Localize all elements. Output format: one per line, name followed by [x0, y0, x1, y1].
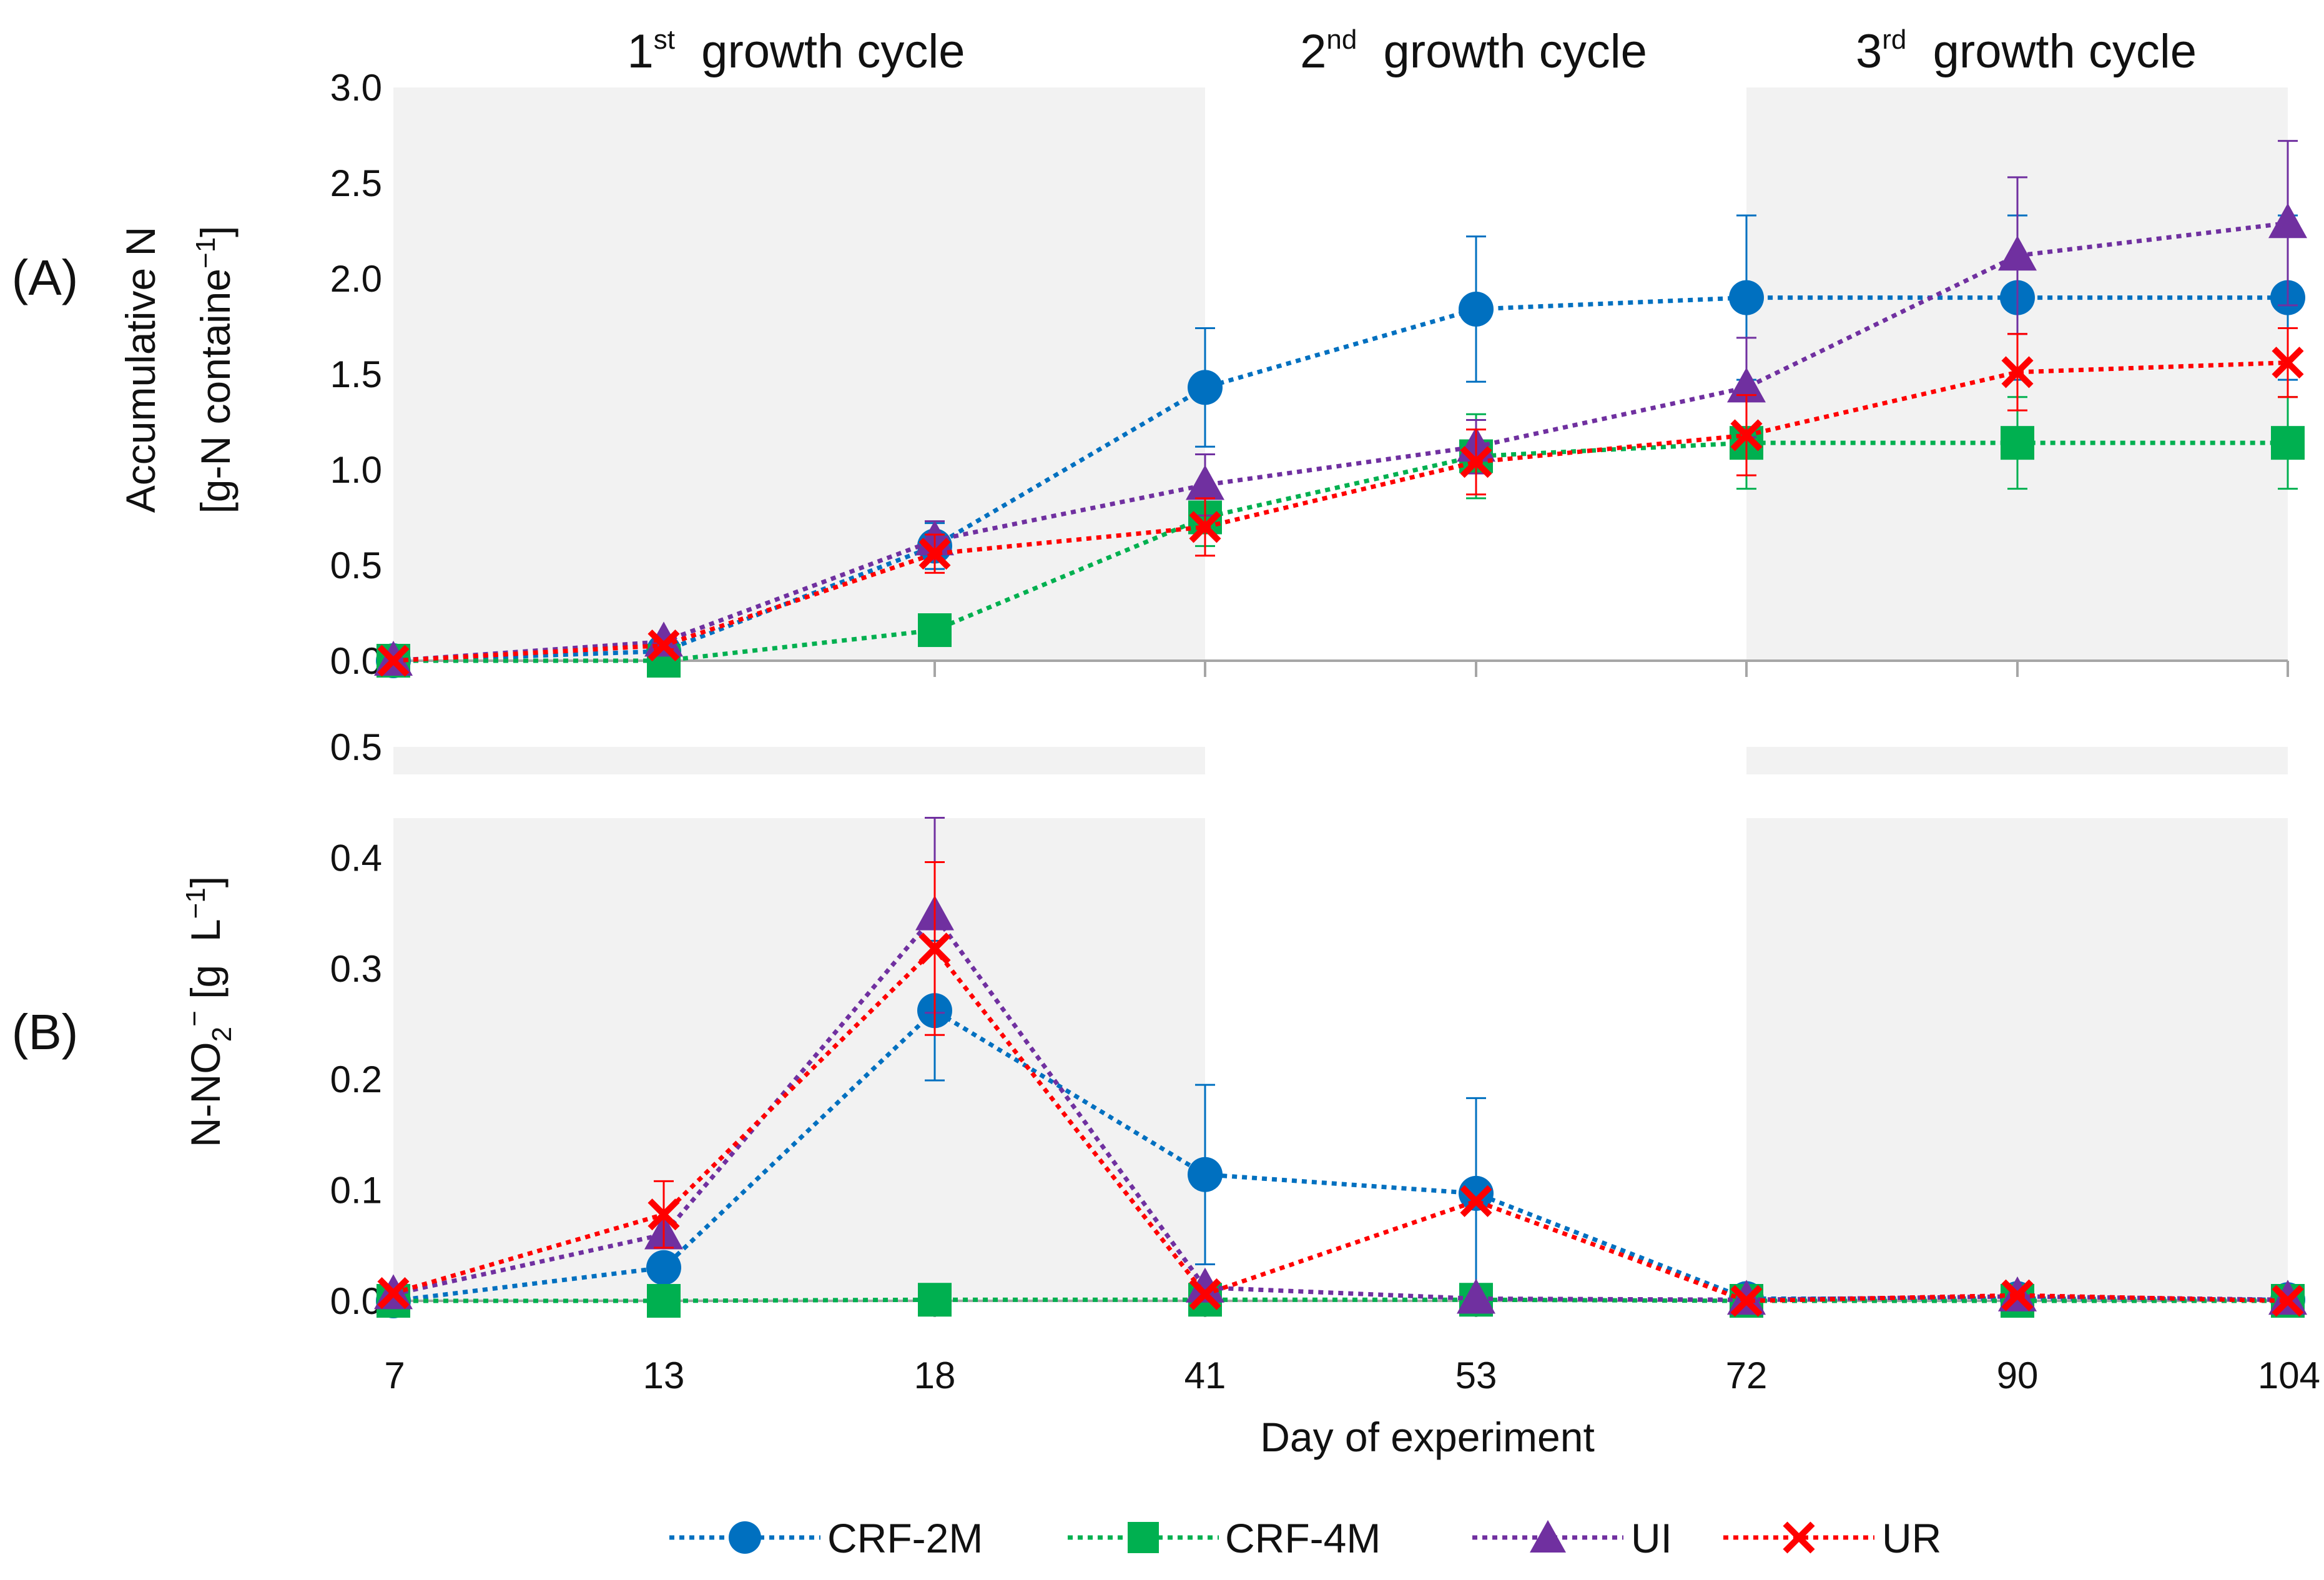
data-point-cross — [647, 629, 680, 662]
data-point-square — [2001, 426, 2034, 460]
data-point-cross — [377, 1277, 410, 1310]
x-tick-label: 53 — [1455, 1355, 1497, 1396]
data-point-cross — [2272, 347, 2304, 379]
y-tick-label-a: 0.0 — [330, 640, 382, 682]
legend-label-ur: UR — [1882, 1515, 1941, 1561]
y-tick-label-b: 0.3 — [330, 948, 382, 990]
y-tick-label-b: 0.1 — [330, 1170, 382, 1212]
data-point-circle — [1459, 291, 1494, 327]
data-point-circle — [1188, 1157, 1223, 1192]
series-ur-a — [377, 327, 2304, 677]
legend: CRF-2M CRF-4M UI UR — [669, 1515, 1941, 1561]
x-tick-label: 13 — [643, 1355, 685, 1396]
series-line — [393, 295, 2288, 663]
y-axis-title-b: N-NO2− [g L−1] — [179, 876, 237, 1147]
legend-label-crf-2m: CRF-2M — [827, 1515, 983, 1561]
x-tick-label: 90 — [1997, 1355, 2039, 1396]
data-point-triangle — [1457, 1278, 1495, 1314]
data-point-circle — [1729, 280, 1764, 315]
legend-marker-cross — [1783, 1521, 1815, 1554]
legend-label-ui: UI — [1631, 1515, 1672, 1561]
tick-labels: 0.0 0.5 1.0 1.5 2.0 2.5 3.0 0.0 0.1 0.2 0.3 0.4 0.5 7… — [330, 67, 2320, 1396]
legend-marker-circle — [729, 1521, 761, 1554]
y-tick-label-b: 0.2 — [330, 1059, 382, 1100]
series-line — [393, 440, 2288, 663]
data-point-triangle — [1727, 367, 1766, 403]
cycle-1-label: 1st growth cycle — [627, 24, 965, 78]
data-point-triangle — [2268, 203, 2307, 239]
y-tick-label-b: 0.4 — [330, 837, 382, 879]
panel-a-label: (A) — [12, 250, 79, 305]
data-point-triangle — [1186, 1267, 1224, 1303]
series-line — [393, 220, 2288, 663]
series-line — [393, 1297, 2288, 1303]
series-line — [393, 360, 2288, 663]
data-point-cross — [1730, 1285, 1763, 1317]
x-axis-title: Day of experiment — [1260, 1414, 1595, 1460]
data-point-cross — [1189, 1278, 1221, 1310]
data-point-square — [918, 1283, 952, 1317]
data-point-cross — [2272, 1285, 2304, 1317]
data-point-circle — [1188, 370, 1223, 405]
legend-marker-square — [1128, 1522, 1159, 1553]
series-ur-b — [377, 861, 2304, 1317]
legend-marker-triangle — [1530, 1520, 1566, 1553]
legend-label-crf-4m: CRF-4M — [1225, 1515, 1381, 1561]
data-point-square — [2271, 426, 2305, 460]
shade-b-cycle-3 — [1746, 818, 2288, 1301]
y-tick-label-a: 1.0 — [330, 449, 382, 491]
data-point-cross — [2001, 1279, 2034, 1311]
y-tick-label-a: 0.5 — [330, 545, 382, 586]
y-tick-label-b: 0.0 — [330, 1280, 382, 1322]
cycle-2-label: 2nd growth cycle — [1300, 24, 1647, 78]
legend-item-crf-4m: CRF-4M — [1068, 1515, 1381, 1561]
data-point-circle — [646, 1250, 681, 1285]
panel-b-label: (B) — [12, 1004, 79, 1060]
data-series — [374, 140, 2307, 1318]
x-tick-label: 41 — [1184, 1355, 1226, 1396]
data-point-cross — [377, 644, 410, 677]
y-axis-title-a-line2: [g-N containe−1] — [190, 225, 239, 513]
y-tick-label-a: 3.0 — [330, 67, 382, 109]
cycle-3-label: 3rd growth cycle — [1856, 24, 2197, 78]
data-point-square — [918, 613, 952, 648]
data-point-cross — [918, 538, 951, 570]
legend-item-crf-2m: CRF-2M — [669, 1515, 983, 1561]
x-tick-label: 7 — [384, 1355, 405, 1396]
data-point-cross — [918, 932, 951, 965]
data-point-square — [647, 1284, 681, 1318]
shade-b-band-1 — [393, 747, 1205, 774]
data-point-cross — [1189, 511, 1221, 543]
data-point-cross — [1730, 419, 1763, 452]
legend-item-ui: UI — [1472, 1515, 1672, 1561]
y-axis-title-a-line1: Accumulative N — [117, 227, 164, 513]
data-point-triangle — [1998, 235, 2037, 271]
x-tick-label: 72 — [1726, 1355, 1768, 1396]
y-tick-label-a: 2.0 — [330, 258, 382, 300]
x-tick-label: 104 — [2258, 1355, 2320, 1396]
series-line — [393, 945, 2288, 1303]
data-point-cross — [647, 1198, 680, 1231]
data-point-cross — [2001, 356, 2034, 388]
shade-b-cycle-1 — [393, 818, 1205, 1301]
legend-item-ur: UR — [1723, 1515, 1941, 1561]
data-point-cross — [1460, 446, 1492, 478]
y-tick-label-a: 1.5 — [330, 353, 382, 395]
shade-b-band-3 — [1746, 747, 2288, 774]
shade-a-cycle-1 — [393, 87, 1205, 661]
y-tick-label-b: 0.5 — [330, 726, 382, 768]
data-point-cross — [1460, 1185, 1492, 1217]
data-point-circle — [1459, 1175, 1494, 1211]
data-point-triangle — [1186, 465, 1224, 500]
y-tick-label-a: 2.5 — [330, 162, 382, 204]
x-tick-label: 18 — [914, 1355, 956, 1396]
